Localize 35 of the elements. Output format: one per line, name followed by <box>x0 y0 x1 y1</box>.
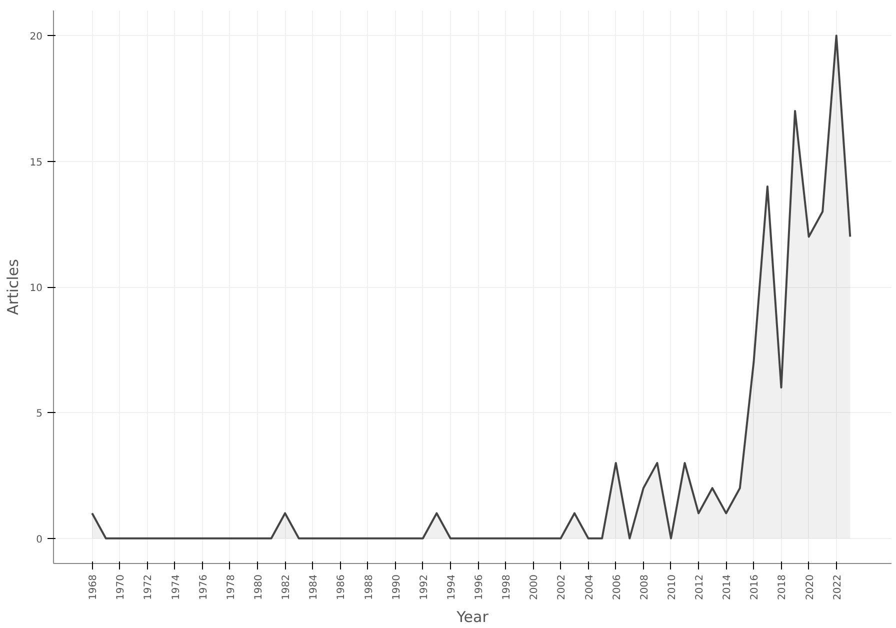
x-tick-label: 1984 <box>308 574 320 600</box>
y-axis-title: Articles <box>4 258 22 315</box>
x-tick-label: 1986 <box>336 574 348 600</box>
x-tick-label: 1988 <box>364 574 375 600</box>
x-tick-label: 1998 <box>502 574 513 600</box>
x-tick-label: 2016 <box>750 574 761 600</box>
y-tick-label: 20 <box>30 32 43 43</box>
x-tick-label: 1990 <box>391 574 402 600</box>
y-tick-label: 0 <box>36 534 43 546</box>
x-tick-label: 2000 <box>529 574 540 600</box>
y-tick-label: 15 <box>30 157 43 168</box>
x-tick-label: 2022 <box>832 574 844 600</box>
x-tick-label: 1968 <box>88 574 100 600</box>
x-tick-label: 1994 <box>446 574 458 600</box>
x-tick-label: 1974 <box>170 574 182 600</box>
x-tick-label: 2004 <box>584 574 596 600</box>
x-axis-title: Year <box>456 608 490 626</box>
x-tick-label: 2008 <box>639 574 650 600</box>
x-tick-label: 2010 <box>666 574 678 600</box>
x-tick-label: 2018 <box>777 574 788 600</box>
y-tick-label: 5 <box>36 408 43 420</box>
x-tick-label: 2020 <box>804 574 816 600</box>
x-tick-label: 2012 <box>694 574 706 600</box>
x-tick-label: 2002 <box>556 574 568 600</box>
x-tick-label: 1982 <box>281 574 292 600</box>
x-tick-label: 1992 <box>418 574 430 600</box>
y-tick-label: 10 <box>30 283 43 294</box>
x-tick-label: 1976 <box>198 574 210 600</box>
x-tick-label: 2006 <box>612 574 623 600</box>
x-tick-label: 1970 <box>116 574 127 600</box>
x-tick-label: 1972 <box>143 574 154 600</box>
x-tick-label: 1980 <box>253 574 264 600</box>
x-tick-label: 1996 <box>474 574 486 600</box>
x-tick-label: 2014 <box>722 574 734 600</box>
x-tick-label: 1978 <box>226 574 237 600</box>
